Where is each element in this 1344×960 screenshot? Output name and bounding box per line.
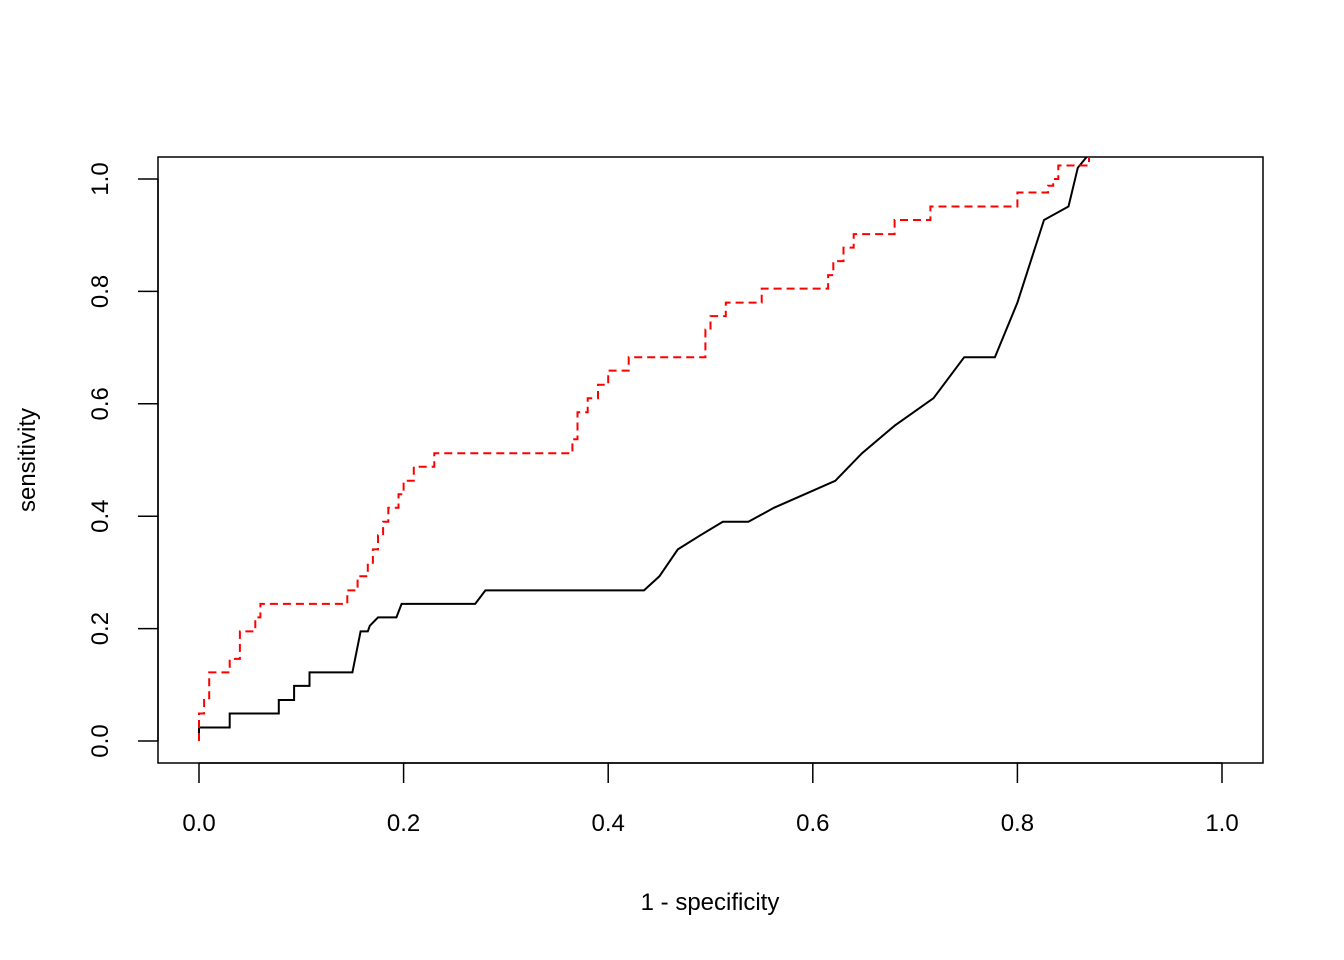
series-layer (198, 157, 1090, 741)
y-tick-label: 0.0 (87, 724, 114, 757)
x-axis: 0.0 0.2 0.4 0.6 0.8 1.0 (182, 762, 1239, 837)
x-tick-label: 0.8 (1001, 810, 1034, 837)
y-tick-label: 0.6 (87, 387, 114, 420)
y-tick-label: 0.2 (87, 612, 114, 645)
x-tick-label: 0.6 (796, 810, 829, 837)
y-axis: 0.0 0.2 0.4 0.6 0.8 1.0 (87, 162, 159, 758)
series-line-1 (198, 157, 1088, 741)
x-axis-title: 1 - specificity (641, 889, 780, 916)
y-tick-label: 0.4 (87, 500, 114, 533)
x-tick-label: 0.4 (592, 810, 625, 837)
series-line-2 (198, 157, 1090, 741)
y-axis-title: sensitivity (14, 408, 41, 512)
y-tick-label: 1.0 (87, 162, 114, 195)
x-tick-label: 0.2 (387, 810, 420, 837)
y-tick-label: 0.8 (87, 275, 114, 308)
x-tick-label: 1.0 (1205, 810, 1238, 837)
x-tick-label: 0.0 (182, 810, 215, 837)
